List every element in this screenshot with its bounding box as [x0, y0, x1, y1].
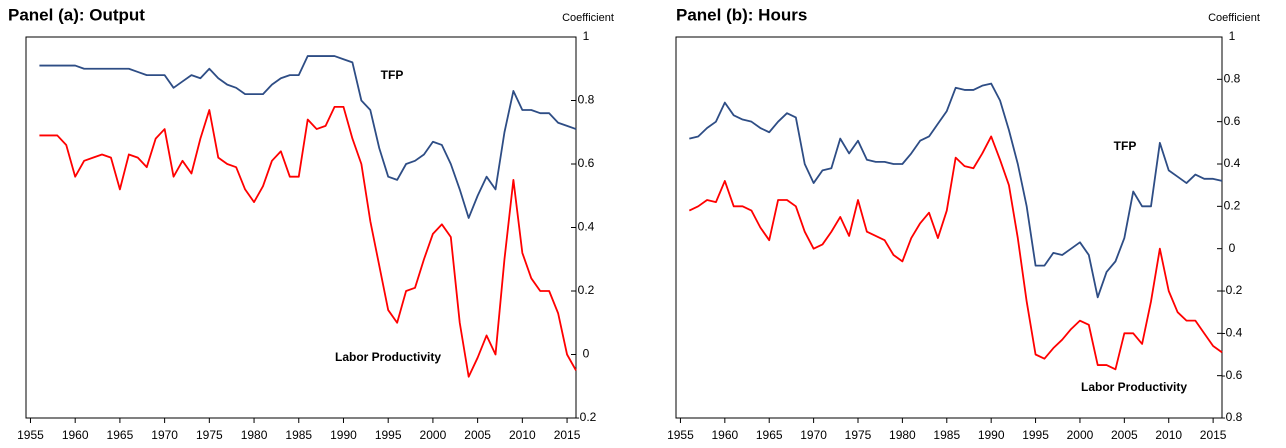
x-tick-label: 1980 — [889, 428, 916, 442]
y-tick-label: -0.2 — [1222, 283, 1243, 297]
x-tick-label: 1990 — [330, 428, 357, 442]
x-tick-label: 1995 — [1022, 428, 1049, 442]
series-label: TFP — [381, 68, 404, 82]
y-tick-label: -0.4 — [1222, 326, 1243, 340]
x-tick-label: 2000 — [1067, 428, 1094, 442]
x-tick-label: 1985 — [933, 428, 960, 442]
y-tick-label: -0.2 — [576, 410, 597, 424]
x-tick-label: 2015 — [1200, 428, 1227, 442]
y-tick-label: 0.6 — [578, 156, 595, 170]
x-tick-label: 1960 — [711, 428, 738, 442]
series-line — [39, 105, 577, 378]
y-tick-label: -0.8 — [1222, 410, 1243, 424]
y-tick-label: 0.8 — [578, 93, 595, 107]
y-tick-label: 0.4 — [578, 220, 595, 234]
plot-frame — [25, 36, 577, 419]
x-tick-label: 1965 — [107, 428, 134, 442]
chart-title: Panel (a): Output — [8, 5, 145, 24]
x-tick-label: 2005 — [464, 428, 491, 442]
series-label: TFP — [1114, 139, 1137, 153]
x-tick-label: 1960 — [62, 428, 89, 442]
y-axis-label: Coefficient — [562, 12, 614, 24]
series-line — [688, 135, 1223, 371]
y-tick-label: 0.6 — [1224, 114, 1241, 128]
series-line — [689, 82, 1223, 299]
plot-frame — [675, 36, 1223, 419]
x-tick-label: 1955 — [17, 428, 44, 442]
x-tick-label: 2010 — [1155, 428, 1182, 442]
x-tick-label: 1990 — [978, 428, 1005, 442]
series-label: Labor Productivity — [335, 350, 441, 364]
y-tick-label: 0 — [583, 347, 590, 361]
x-tick-label: 1975 — [196, 428, 223, 442]
y-tick-label: -0.6 — [1222, 368, 1243, 382]
series-line — [39, 55, 577, 219]
x-tick-label: 1955 — [667, 428, 694, 442]
x-tick-label: 2005 — [1111, 428, 1138, 442]
x-tick-label: 2000 — [420, 428, 447, 442]
x-tick-label: 1985 — [285, 428, 312, 442]
y-tick-label: 0.8 — [1224, 72, 1241, 86]
series-label: Labor Productivity — [1081, 380, 1187, 394]
chart-title: Panel (b): Hours — [676, 5, 807, 24]
y-axis-label: Coefficient — [1208, 12, 1260, 24]
y-tick-label: 1 — [1229, 29, 1236, 43]
x-tick-label: 1965 — [756, 428, 783, 442]
x-tick-label: 2010 — [509, 428, 536, 442]
x-tick-label: 1975 — [845, 428, 872, 442]
y-tick-label: 0.4 — [1224, 156, 1241, 170]
y-tick-label: 0.2 — [578, 283, 595, 297]
x-tick-label: 1970 — [800, 428, 827, 442]
x-tick-label: 2015 — [554, 428, 581, 442]
x-tick-label: 1995 — [375, 428, 402, 442]
y-tick-label: 0 — [1229, 241, 1236, 255]
x-tick-label: 1970 — [151, 428, 178, 442]
x-tick-label: 1980 — [241, 428, 268, 442]
y-tick-label: 0.2 — [1224, 199, 1241, 213]
y-tick-label: 1 — [583, 29, 590, 43]
